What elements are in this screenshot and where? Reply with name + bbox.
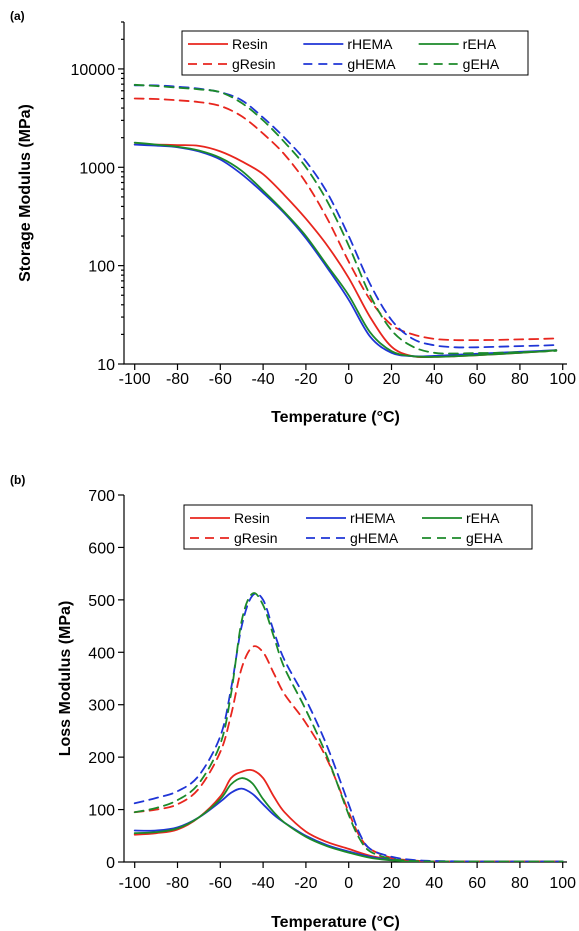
x-tick-label: -60 [209, 875, 232, 892]
legend-label: rEHA [463, 36, 497, 52]
series-line-rhema [133, 143, 558, 358]
series-line-ghema [133, 84, 558, 349]
x-tick-label: 60 [468, 875, 486, 892]
legend-box [181, 30, 529, 76]
x-tick-label: 20 [383, 875, 401, 892]
series-line-gresin [133, 97, 558, 342]
y-tick-label: 400 [88, 645, 115, 662]
x-tick-label: 80 [511, 371, 529, 388]
legend-label: gResin [234, 530, 278, 546]
x-tick-label: 20 [383, 371, 401, 388]
panel-label: (a) [10, 9, 25, 23]
legend: Resin rHEMA rEHA gResin gHEMA gEHA [181, 30, 529, 76]
legend-label: rHEMA [347, 36, 393, 52]
legend-label: rHEMA [350, 510, 396, 526]
series-line-reha [133, 141, 558, 358]
x-tick-label: 100 [549, 371, 576, 388]
y-tick-label: 200 [88, 750, 115, 767]
legend-label: gEHA [463, 56, 500, 72]
x-tick-label: 0 [344, 371, 353, 388]
x-tick-label: 60 [468, 371, 486, 388]
x-tick-label: -20 [294, 875, 317, 892]
series-line-resin [133, 143, 558, 359]
series-line-ghema [133, 592, 564, 862]
legend-label: gHEMA [347, 56, 396, 72]
legend-label: Resin [232, 36, 268, 52]
y-tick-label: 10 [97, 357, 115, 374]
series-line-gresin [133, 645, 564, 862]
y-tick-label: 700 [88, 488, 115, 505]
x-tick-label: 40 [425, 875, 443, 892]
y-tick-label: 100 [88, 259, 115, 276]
y-tick-label: 500 [88, 593, 115, 610]
x-tick-label: -60 [209, 371, 232, 388]
y-tick-label: 300 [88, 698, 115, 715]
y-tick-label: 1000 [79, 160, 115, 177]
legend-box [183, 504, 533, 550]
y-axis-title: Storage Modulus (MPa) [17, 104, 34, 282]
legend-label: rEHA [466, 510, 500, 526]
legend-label: gHEMA [350, 530, 399, 546]
legend-label: gResin [232, 56, 276, 72]
x-tick-label: -40 [252, 875, 275, 892]
x-tick-label: -20 [294, 371, 317, 388]
x-tick-label: -40 [252, 371, 275, 388]
y-tick-label: 10000 [71, 62, 116, 79]
chart-panel-b: (b) -100 -80 -60 -40 -20 0 20 40 60 80 100 0 100 200 30… [10, 473, 576, 931]
x-tick-label: 0 [344, 875, 353, 892]
series-line-geha [133, 592, 564, 862]
y-tick-label: 100 [88, 803, 115, 820]
series-line-geha [133, 83, 558, 355]
x-tick-label: -80 [166, 875, 189, 892]
x-tick-label: 80 [511, 875, 529, 892]
y-axis-title: Loss Modulus (MPa) [57, 601, 74, 757]
series-line-rhema [133, 787, 564, 862]
x-axis-title: Temperature (°C) [271, 409, 400, 426]
axis-frame [123, 495, 567, 863]
y-tick-label: 0 [106, 855, 115, 872]
x-tick-label: 40 [425, 371, 443, 388]
x-tick-label: -100 [119, 371, 151, 388]
legend-label: gEHA [466, 530, 503, 546]
panel-label: (b) [10, 473, 25, 487]
y-tick-label: 600 [88, 540, 115, 557]
x-tick-label: -80 [166, 371, 189, 388]
x-tick-label: -100 [119, 875, 151, 892]
legend: Resin rHEMA rEHA gResin gHEMA gEHA [183, 504, 533, 550]
chart-panel-a: (a) -100 -80 -60 -40 -20 0 20 40 60 80 100 10 100 1000… [10, 9, 576, 426]
x-tick-label: 100 [549, 875, 576, 892]
legend-label: Resin [234, 510, 270, 526]
x-axis-title: Temperature (°C) [271, 914, 400, 931]
